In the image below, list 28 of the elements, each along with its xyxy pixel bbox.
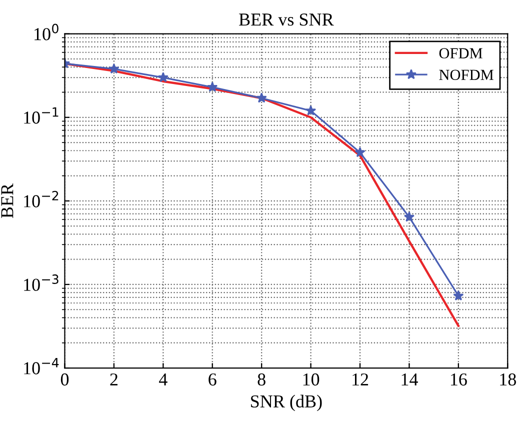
x-tick-label: 18 [500, 373, 516, 386]
y-tick-label: 10$^{−2}$ [24, 190, 58, 208]
y-tick-label: 10$^{−3}$ [24, 274, 58, 291]
point [305, 105, 316, 116]
x-axis-title: SNR (dB) [251, 394, 322, 412]
x-tick-label: 16 [450, 373, 467, 386]
legend-label: NOFDM [439, 70, 494, 80]
x-tick-label: 6 [208, 373, 216, 386]
point [404, 212, 415, 222]
x-tick-label: 0 [60, 373, 69, 386]
point [108, 63, 120, 74]
y-tick-label: 10$^{−4}$ [24, 358, 59, 374]
point [207, 82, 218, 92]
y-axis-title: BER [1, 183, 14, 218]
chart-title: BER vs SNR [239, 14, 334, 26]
x-tick-label: 10 [303, 373, 320, 386]
x-tick-label: 4 [159, 374, 168, 386]
y-tick-label: 10$^{0}$ [34, 24, 58, 40]
x-tick-label: 14 [402, 373, 418, 386]
point [256, 92, 267, 103]
point [453, 290, 464, 301]
y-tick-label: 10$^{−1}$ [24, 107, 58, 124]
x-tick-label: 8 [258, 373, 266, 386]
point [158, 72, 168, 82]
point [354, 146, 366, 158]
legend-label: OFDM [439, 48, 482, 58]
x-tick-label: 12 [352, 373, 368, 386]
x-tick-label: 2 [110, 373, 118, 386]
